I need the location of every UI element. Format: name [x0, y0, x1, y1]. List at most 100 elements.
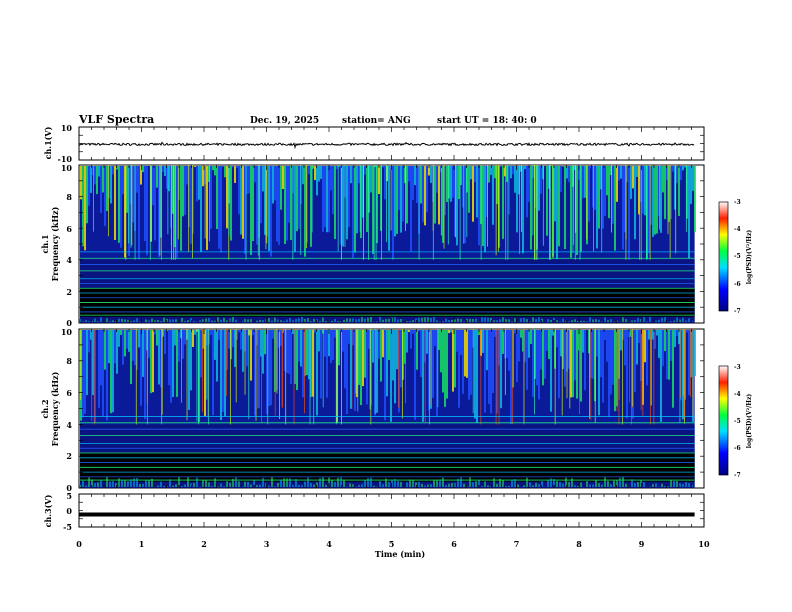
- ch2-colorbar-gradient: [718, 365, 729, 476]
- spectrogram-column: [138, 166, 140, 260]
- spectrogram-column: [172, 166, 174, 214]
- spectrogram-column: [504, 166, 506, 177]
- spectrogram-column: [430, 166, 432, 183]
- spectrogram-column: [402, 166, 404, 222]
- spectrogram-column: [376, 166, 378, 244]
- spectrogram-column: [412, 166, 414, 201]
- spectrogram-column: [380, 166, 382, 231]
- spectrogram-column: [234, 166, 236, 183]
- spectrogram-column: [172, 330, 174, 398]
- spectrogram-column: [674, 330, 676, 348]
- spectrogram-column: [452, 166, 454, 198]
- spectrogram-column: [218, 330, 220, 340]
- spectrogram-column: [228, 330, 230, 349]
- spectrogram-column: [644, 330, 646, 363]
- spectrogram-column: [256, 166, 258, 245]
- spectrogram-column: [392, 166, 394, 260]
- spectrogram-column: [194, 330, 196, 335]
- spectrogram-column: [514, 330, 516, 334]
- ch2-cb-tick-m5: -5: [734, 418, 741, 425]
- spectrogram-column: [204, 330, 206, 417]
- spectrogram-column: [212, 330, 214, 416]
- spectrogram-column: [520, 330, 522, 338]
- spectrogram-column: [646, 166, 648, 260]
- spectrogram-column: [310, 330, 312, 397]
- spectrogram-column: [460, 166, 462, 186]
- spectrogram-column: [456, 166, 458, 246]
- spectrogram-column: [222, 330, 224, 413]
- ch1-cb-tick-m7: -7: [734, 308, 741, 315]
- spectrogram-column: [328, 166, 330, 233]
- time-axis: 0 1 2 3 4 5 6 7 8 9 10 Time (min): [76, 127, 710, 559]
- ch1-ytick-bottom: -10: [58, 154, 73, 164]
- spectrogram-column: [328, 330, 330, 357]
- ch3-waveform-ylabel: ch.3(V): [43, 494, 53, 527]
- spectrogram-column: [666, 330, 668, 380]
- spectrogram-column: [90, 166, 92, 193]
- ch1-freq-tick-10: 10: [61, 163, 73, 173]
- spectrogram-column: [408, 330, 410, 333]
- spectrogram-column: [654, 330, 656, 349]
- spectrogram-column: [396, 166, 398, 234]
- spectrogram-column: [630, 330, 632, 337]
- spectrogram-column: [178, 166, 180, 200]
- spectrogram-column: [524, 166, 526, 170]
- spectrogram-column: [478, 330, 480, 336]
- spectrogram-column: [124, 330, 126, 357]
- spectrogram-column: [606, 330, 608, 362]
- spectrogram-column: [454, 166, 456, 237]
- spectrogram-column: [270, 330, 272, 406]
- spectrogram-column: [188, 330, 190, 410]
- spectrogram-column: [484, 166, 486, 253]
- spectrogram-column: [310, 166, 312, 247]
- spectrogram-column: [604, 330, 606, 341]
- spectrogram-column: [182, 166, 184, 217]
- spectrogram-column: [146, 166, 148, 256]
- ch2-colorbar-label: log(PSD)(V²/Hz): [746, 394, 753, 449]
- spectrogram-column: [580, 166, 582, 252]
- x-tick-label: 9: [639, 539, 645, 549]
- spectrogram-column: [224, 330, 226, 417]
- spectrogram-column: [486, 330, 488, 371]
- spectrogram-column: [634, 330, 636, 393]
- spectrogram-column: [268, 330, 270, 407]
- spectrogram-column: [82, 166, 84, 247]
- spectrogram-column: [670, 330, 672, 361]
- spectrogram-column: [158, 330, 160, 385]
- spectrogram-column: [490, 166, 492, 175]
- spectrogram-column: [488, 166, 490, 183]
- spectrogram-column: [534, 330, 536, 379]
- ch1-colorbar-gradient: [718, 201, 729, 312]
- ch1-frequency-axis-label: Frequency (kHz): [50, 206, 60, 281]
- spectrogram-column: [572, 330, 574, 398]
- x-tick-label: 8: [576, 539, 582, 549]
- spectrogram-column: [656, 166, 658, 234]
- spectrogram-column: [176, 166, 178, 259]
- ch2-cb-tick-m3: -3: [734, 364, 741, 371]
- spectrogram-column: [214, 166, 216, 176]
- spectrogram-column: [150, 330, 152, 394]
- spectrogram-column: [496, 166, 498, 205]
- spectrogram-column: [106, 330, 108, 421]
- spectrogram-column: [624, 330, 626, 366]
- ch1-cb-tick-m5: -5: [734, 253, 741, 260]
- spectrogram-column: [604, 166, 606, 217]
- spectrogram-column: [494, 330, 496, 337]
- spectrogram-column: [406, 166, 408, 224]
- spectrogram-column: [630, 166, 632, 199]
- spectrogram-column: [284, 330, 286, 371]
- spectrogram-column: [212, 166, 214, 171]
- spectrogram-column: [398, 166, 400, 211]
- spectrogram-column: [566, 166, 568, 179]
- spectrogram-column: [250, 166, 252, 255]
- spectrogram-column: [506, 166, 508, 183]
- spectrogram-column: [252, 166, 254, 242]
- spectrogram-column: [216, 330, 218, 382]
- spectrogram-column: [330, 166, 332, 191]
- spectrogram-column: [444, 330, 446, 407]
- spectrogram-column: [332, 166, 334, 215]
- spectrogram-column: [138, 330, 140, 348]
- spectrogram-column: [94, 166, 96, 185]
- spectrogram-column: [576, 166, 578, 256]
- spectrogram-column: [278, 166, 280, 245]
